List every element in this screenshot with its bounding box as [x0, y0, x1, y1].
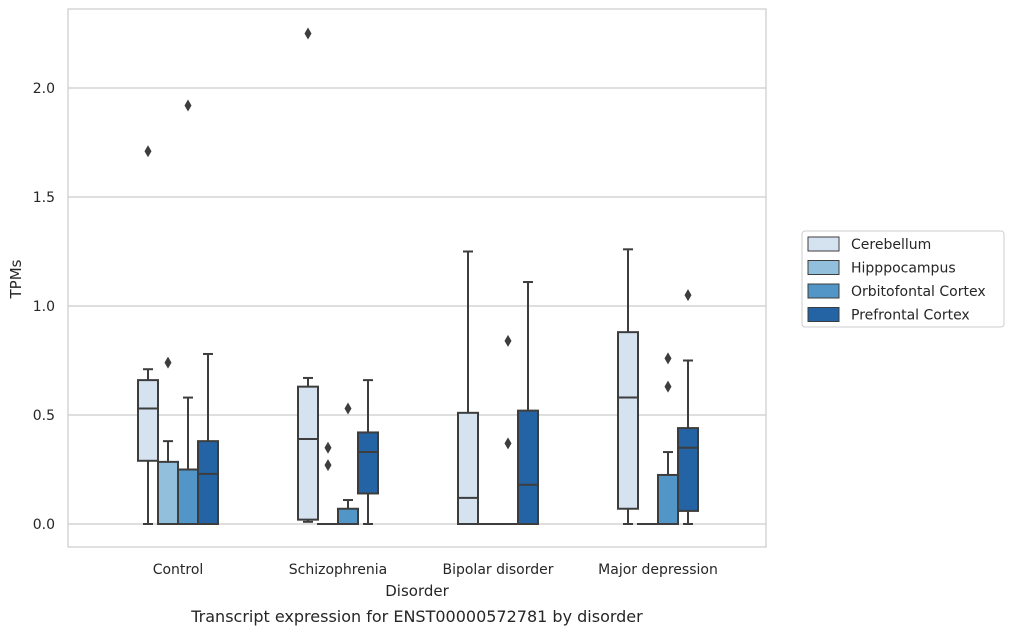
- box-group: [138, 145, 158, 524]
- box-iqr: [138, 380, 158, 461]
- box-group: [458, 252, 478, 525]
- box-group: [198, 354, 218, 524]
- legend-label: Prefrontal Cortex: [851, 308, 970, 324]
- box-iqr: [338, 509, 358, 524]
- y-axis-label: TPMs: [7, 259, 25, 299]
- x-tick-label: Major depression: [598, 562, 718, 578]
- legend-swatch: [808, 284, 839, 298]
- outlier-point: [185, 99, 192, 111]
- y-tick-label: 0.5: [33, 408, 55, 424]
- box-group: [158, 357, 178, 524]
- outlier-point: [165, 357, 172, 369]
- grid-layer: [68, 88, 766, 524]
- box-group: [318, 442, 338, 524]
- outlier-point: [665, 381, 672, 393]
- outlier-point: [325, 442, 332, 454]
- legend-label: Hipppocampus: [851, 261, 956, 277]
- box-groups: [138, 28, 698, 525]
- box-iqr: [358, 432, 378, 493]
- box-iqr: [618, 332, 638, 509]
- y-tick-label: 2.0: [33, 81, 55, 97]
- legend-label: Cerebellum: [851, 237, 931, 253]
- outlier-point: [345, 402, 352, 414]
- x-axis-label: Disorder: [385, 582, 449, 600]
- outlier-point: [145, 145, 152, 157]
- box-group: [358, 380, 378, 524]
- legend-label: Orbitofontal Cortex: [851, 284, 986, 300]
- box-group: [498, 335, 518, 524]
- box-group: [298, 28, 318, 522]
- box-group: [518, 282, 538, 524]
- x-tick-label: Control: [153, 562, 204, 578]
- outlier-point: [505, 437, 512, 449]
- x-tick-label: Bipolar disorder: [442, 562, 553, 578]
- box-group: [338, 402, 358, 524]
- legend: Cerebellum Hipppocampus Orbitofontal Corte…: [802, 231, 1004, 327]
- box-iqr: [458, 413, 478, 524]
- box-iqr: [158, 462, 178, 524]
- outlier-point: [305, 28, 312, 40]
- outlier-point: [685, 289, 692, 301]
- box-group: [618, 249, 638, 524]
- box-group: [658, 352, 678, 524]
- box-iqr: [198, 441, 218, 524]
- x-axis-ticks: Control Schizophrenia Bipolar disorder Majo…: [153, 562, 718, 578]
- outlier-point: [505, 335, 512, 347]
- box-iqr: [658, 475, 678, 524]
- outlier-point: [665, 352, 672, 364]
- y-tick-label: 1.0: [33, 299, 55, 315]
- legend-swatch: [808, 308, 839, 322]
- box-iqr: [678, 428, 698, 511]
- box-group: [178, 99, 198, 524]
- outlier-point: [325, 459, 332, 471]
- box-iqr: [518, 411, 538, 524]
- legend-swatch: [808, 237, 839, 251]
- box-group: [678, 289, 698, 524]
- y-tick-label: 0.0: [33, 517, 55, 533]
- x-tick-label: Schizophrenia: [289, 562, 387, 578]
- legend-swatch: [808, 261, 839, 275]
- y-tick-label: 1.5: [33, 190, 55, 206]
- box-iqr: [178, 470, 198, 525]
- chart-caption: Transcript expression for ENST0000057278…: [190, 607, 643, 626]
- y-axis-ticks: 0.0 0.5 1.0 1.5 2.0: [33, 81, 55, 533]
- box-iqr: [298, 387, 318, 520]
